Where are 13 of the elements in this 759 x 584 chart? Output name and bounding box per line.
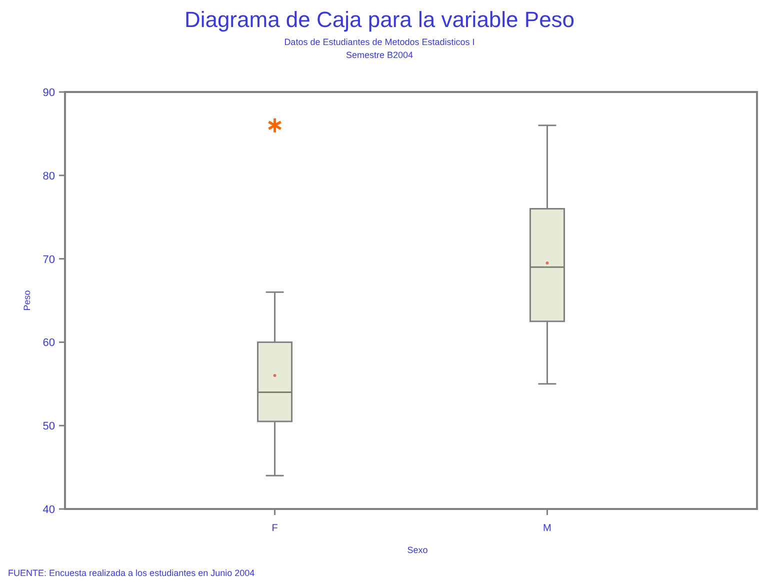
y-tick-label: 70 (42, 254, 55, 266)
y-tick-label: 80 (42, 170, 55, 182)
y-tick-label: 50 (42, 420, 55, 433)
y-tick-label: 40 (42, 504, 55, 516)
y-axis-title: Peso (22, 290, 32, 311)
chart-title: Diagrama de Caja para la variable Peso (184, 7, 575, 32)
x-tick-label: F (272, 523, 278, 534)
y-tick-label: 60 (42, 337, 55, 350)
x-tick-label: M (543, 523, 552, 534)
x-axis-title: Sexo (407, 545, 428, 555)
y-tick-label: 90 (42, 87, 55, 99)
chart-subtitle: Datos de Estudiantes de Metodos Estadisticos I Semestre B2004 (284, 37, 475, 60)
source-note: FUENTE: Encuesta realizada a los estudiantes en Junio 2004 (8, 568, 255, 578)
